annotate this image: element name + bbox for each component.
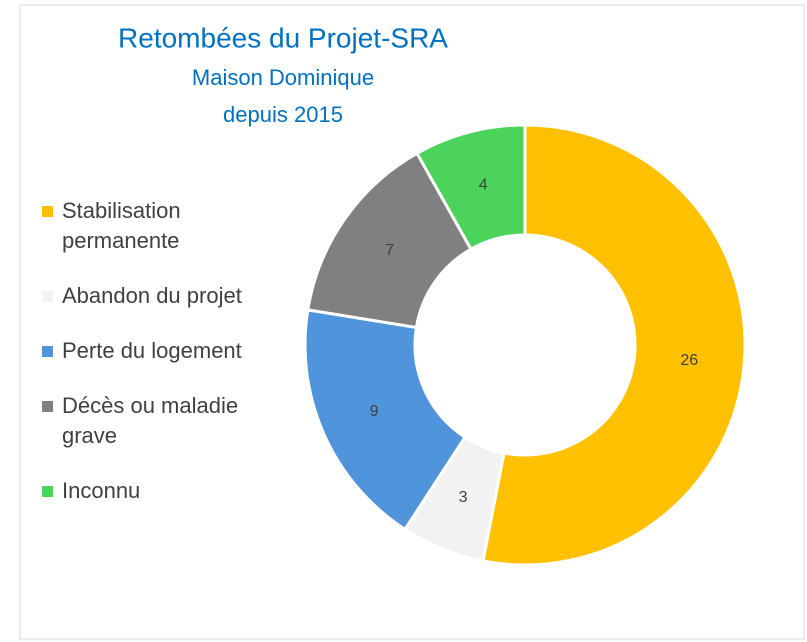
legend-swatch <box>42 206 53 217</box>
legend-label: Décès ou maladie grave <box>62 393 239 448</box>
chart-subtitle: Maison Dominique <box>192 65 374 90</box>
data-label: 3 <box>459 489 468 506</box>
legend-item: Perte du logement <box>40 336 275 366</box>
legend-label: Perte du logement <box>62 338 242 363</box>
legend-item: Stabilisation permanente <box>40 196 275 256</box>
legend-label: Abandon du projet <box>62 283 242 308</box>
donut-slice <box>303 308 468 532</box>
donut-slice <box>414 123 527 252</box>
data-label: 4 <box>479 177 488 194</box>
legend-swatch <box>42 401 53 412</box>
chart-subtitle: depuis 2015 <box>223 102 343 127</box>
legend-item: Abandon du projet <box>40 281 275 311</box>
legend-label: Inconnu <box>62 478 141 503</box>
data-label: 26 <box>680 352 698 369</box>
legend-swatch <box>42 486 53 497</box>
data-label: 9 <box>370 403 379 420</box>
legend-label: Stabilisation permanente <box>62 198 181 253</box>
legend-swatch <box>42 291 53 302</box>
data-label: 7 <box>385 242 394 259</box>
legend-item: Inconnu <box>40 476 275 506</box>
donut-slice <box>481 123 747 567</box>
legend-item: Décès ou maladie grave <box>40 391 275 451</box>
legend: Stabilisation permanente Abandon du proje… <box>40 196 275 531</box>
chart-title: Retombées du Projet-SRA <box>118 22 448 53</box>
legend-swatch <box>42 346 53 357</box>
